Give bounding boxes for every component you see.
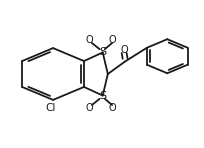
Text: S: S — [99, 48, 106, 57]
Text: O: O — [86, 35, 93, 45]
Text: Cl: Cl — [46, 103, 56, 113]
Text: O: O — [86, 103, 93, 113]
Text: S: S — [99, 91, 106, 100]
Text: O: O — [109, 35, 116, 45]
Text: O: O — [109, 103, 116, 113]
Text: O: O — [120, 45, 128, 55]
